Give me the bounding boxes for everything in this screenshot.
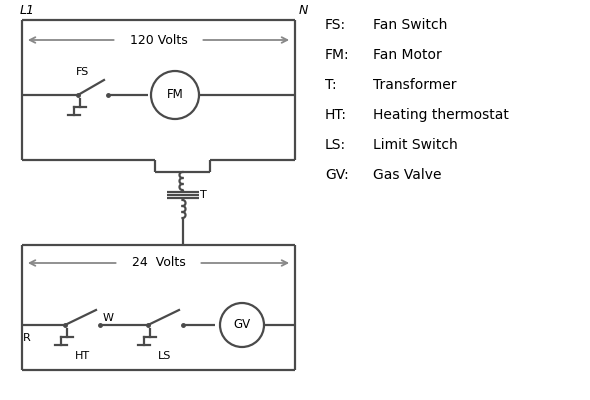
Text: L1: L1 [20, 4, 35, 17]
Text: Gas Valve: Gas Valve [373, 168, 441, 182]
Text: FS: FS [76, 67, 89, 77]
Text: T: T [201, 190, 207, 200]
Text: T:: T: [325, 78, 337, 92]
Text: W: W [103, 313, 114, 323]
Text: FM: FM [166, 88, 183, 102]
Text: LS: LS [158, 351, 172, 361]
Text: Heating thermostat: Heating thermostat [373, 108, 509, 122]
Text: Transformer: Transformer [373, 78, 457, 92]
Text: Fan Motor: Fan Motor [373, 48, 442, 62]
Text: LS:: LS: [325, 138, 346, 152]
Text: 24  Volts: 24 Volts [132, 256, 185, 270]
Text: GV:: GV: [325, 168, 349, 182]
Text: 120 Volts: 120 Volts [130, 34, 188, 46]
Text: N: N [299, 4, 309, 17]
Text: Fan Switch: Fan Switch [373, 18, 447, 32]
Text: Limit Switch: Limit Switch [373, 138, 458, 152]
Text: GV: GV [234, 318, 251, 332]
Text: HT:: HT: [325, 108, 347, 122]
Text: HT: HT [74, 351, 90, 361]
Text: FM:: FM: [325, 48, 350, 62]
Text: FS:: FS: [325, 18, 346, 32]
Text: R: R [23, 333, 31, 343]
